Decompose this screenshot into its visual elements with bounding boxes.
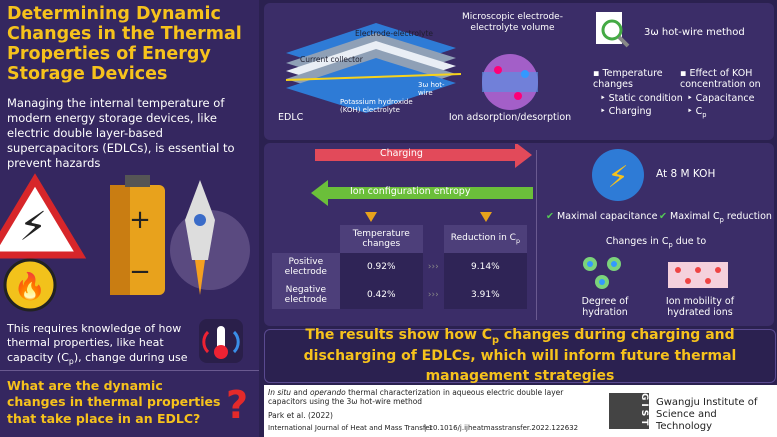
label: Potassium hydroxide (KOH) electrolyte: [340, 98, 413, 115]
doi: | 10.1016/j.ijheatmasstransfer.2022.1226…: [424, 424, 579, 432]
intro: Managing the internal temperature of mod…: [7, 96, 235, 170]
text: operando: [309, 388, 346, 397]
journal: International Journal of Heat and Mass T…: [268, 424, 433, 432]
institution: Gwangju Institute of Science and Technol…: [656, 397, 758, 432]
mobility-icon: [668, 262, 728, 288]
subscript: p: [719, 215, 724, 224]
text: The results show how C: [305, 326, 493, 343]
heading: ▪ Temperature changes: [593, 68, 663, 91]
label: EDLC: [278, 112, 304, 123]
text: In situ: [268, 388, 292, 397]
knowledge-text: This requires knowledge of how thermal p…: [7, 322, 197, 367]
label: Current collector: [300, 55, 363, 64]
results-table: Temperature changes Reduction in Cp Posit…: [272, 225, 527, 309]
micro-volume: [482, 54, 538, 110]
text: and: [291, 388, 310, 397]
edlc-illustration: [285, 23, 462, 113]
koh-icon: ⚡: [592, 149, 644, 201]
header-cell: Reduction in Cp: [443, 225, 527, 253]
left-panel: Determining Dynamic Changes in the Therm…: [0, 0, 259, 437]
text: 10.1016/j.ijheatmasstransfer.2022.122632: [428, 424, 579, 432]
text: Effect of KOH concentration on: [680, 68, 761, 91]
heading: ▪ Effect of KOH concentration on: [680, 68, 761, 91]
item: ‣ Charging: [600, 106, 652, 117]
text: This requires knowledge of how thermal p…: [7, 322, 182, 364]
factor: Degree of hydration: [581, 296, 629, 319]
heading: Changes in Cp due to: [538, 236, 774, 249]
hazard-illustration: ⚡ + − 🔥: [0, 173, 250, 312]
method-icon: [596, 12, 630, 48]
check: ✔ Maximal capacitance: [546, 211, 658, 222]
cell: 3.91%: [443, 281, 527, 309]
header-cell: Temperature changes: [339, 225, 423, 253]
item: ‣ Cp: [687, 106, 707, 119]
svg-text:🔥: 🔥: [14, 271, 46, 302]
svg-text:?: ?: [226, 385, 248, 425]
subscript: p: [668, 240, 673, 249]
label: Ion configuration entropy: [350, 186, 471, 197]
hydration-icon: [583, 257, 621, 289]
divider: [0, 370, 259, 371]
label: Microscopic electrode-electrolyte volume: [462, 12, 563, 33]
text: due to: [672, 236, 707, 247]
subscript: p: [492, 334, 500, 346]
subscript: p: [68, 356, 74, 366]
authors: Park et al. (2022): [268, 411, 333, 420]
item: ‣ Static condition: [600, 93, 683, 104]
text: Static condition: [608, 93, 683, 104]
text: Maximal capacitance: [557, 211, 658, 222]
question-icon: ?: [226, 385, 248, 425]
row-label: Positive electrode: [272, 253, 340, 281]
text: Reduction in C: [450, 233, 516, 244]
cell: 9.14%: [443, 253, 527, 281]
text: changes during charging and discharging …: [303, 326, 737, 384]
text: Changes in C: [605, 236, 669, 247]
label: Charging: [380, 148, 423, 159]
process-arrows: [311, 144, 533, 222]
svg-text:+: +: [129, 205, 151, 235]
footer: In situ and operando thermal characteriz…: [264, 385, 777, 437]
divider: [536, 150, 537, 320]
text: Maximal C: [670, 211, 720, 222]
text: C: [695, 106, 703, 117]
check: ✔ Maximal Cp reduction: [659, 211, 772, 224]
citation: In situ and operando thermal characteriz…: [268, 388, 598, 407]
svg-text:⚡: ⚡: [19, 204, 47, 250]
item: ‣ Capacitance: [687, 93, 755, 104]
text: Charging: [608, 106, 652, 117]
cell: 0.42%: [339, 281, 423, 309]
factor: Ion mobility of hydrated ions: [665, 296, 735, 319]
subscript: p: [515, 237, 520, 245]
result: The results show how Cp changes during c…: [264, 326, 776, 384]
subscript: p: [702, 110, 707, 119]
thermometer-icon: [199, 319, 243, 363]
cell: 0.92%: [339, 253, 423, 281]
logo: GIST: [609, 393, 649, 429]
text: Capacitance: [695, 93, 755, 104]
row-label: Negative electrode: [272, 281, 340, 309]
text: reduction: [723, 211, 772, 222]
label: Ion adsorption/desorption: [448, 112, 572, 123]
question: What are the dynamic changes in thermal …: [7, 378, 221, 426]
method-title: 3ω hot-wire method: [644, 27, 745, 38]
label: 3ω hot-wire: [418, 81, 445, 98]
svg-text:−: −: [129, 257, 151, 287]
title: Determining Dynamic Changes in the Therm…: [7, 4, 242, 85]
text: Temperature changes: [593, 68, 663, 91]
svg-text:⚡: ⚡: [607, 160, 628, 195]
condition: At 8 M KOH: [656, 168, 716, 180]
text: ), change during use: [73, 350, 188, 364]
text: thermal characterization in aqueous elec…: [268, 388, 564, 407]
label: Electrode-electrolyte: [355, 29, 434, 38]
